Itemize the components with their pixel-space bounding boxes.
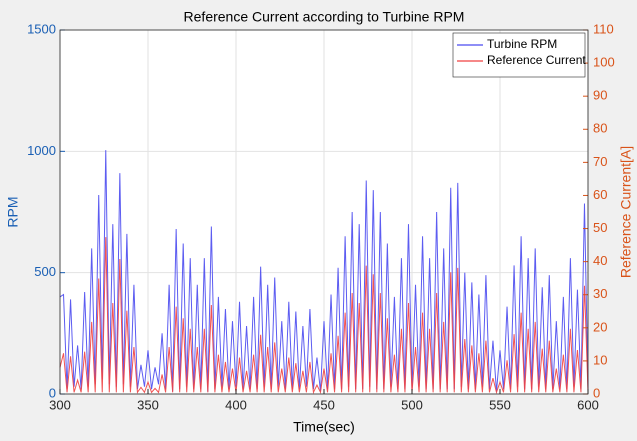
y2-tick-label: 60 bbox=[593, 187, 607, 202]
y-tick-label: 500 bbox=[34, 264, 56, 279]
x-tick-label: 400 bbox=[225, 397, 247, 412]
series-line bbox=[59, 150, 589, 392]
y2-tick-label: 80 bbox=[593, 121, 607, 136]
x-tick-label: 300 bbox=[49, 397, 71, 412]
legend: Turbine RPM Reference Current bbox=[452, 32, 586, 78]
chart-title: Reference Current according to Turbine R… bbox=[184, 9, 465, 25]
y-axis-label: RPM bbox=[5, 196, 21, 227]
y2-tick-label: 0 bbox=[593, 385, 600, 400]
legend-label: Reference Current bbox=[487, 53, 586, 67]
x-tick-label: 550 bbox=[489, 397, 511, 412]
y2-tick-label: 100 bbox=[593, 55, 615, 70]
y2-tick-label: 90 bbox=[593, 88, 607, 103]
legend-box bbox=[452, 32, 586, 78]
x-tick-label: 600 bbox=[577, 397, 599, 412]
x-tick-label: 500 bbox=[401, 397, 423, 412]
y2-tick-label: 70 bbox=[593, 154, 607, 169]
y-tick-label: 1500 bbox=[27, 21, 56, 36]
axes: 300 350 400 450 500 550 6000500100015000102030… bbox=[27, 21, 615, 412]
y2-tick-label: 110 bbox=[593, 21, 614, 36]
x-tick-label: 350 bbox=[137, 397, 159, 412]
y2-tick-label: 10 bbox=[593, 352, 607, 367]
y-tick-label: 1000 bbox=[27, 143, 56, 158]
y2-tick-label: 20 bbox=[593, 319, 607, 334]
y2-axis-label: Reference Current[A] bbox=[618, 146, 634, 278]
x-tick-label: 450 bbox=[313, 397, 335, 412]
axes-box bbox=[59, 29, 589, 395]
y2-tick-label: 50 bbox=[593, 220, 607, 235]
y-tick-label: 0 bbox=[49, 385, 56, 400]
legend-label: Turbine RPM bbox=[487, 37, 557, 51]
y2-tick-label: 30 bbox=[593, 286, 607, 301]
lines bbox=[59, 150, 589, 395]
x-axis-label: Time(sec) bbox=[293, 419, 355, 435]
y2-tick-label: 40 bbox=[593, 253, 607, 268]
series-line bbox=[59, 237, 589, 395]
